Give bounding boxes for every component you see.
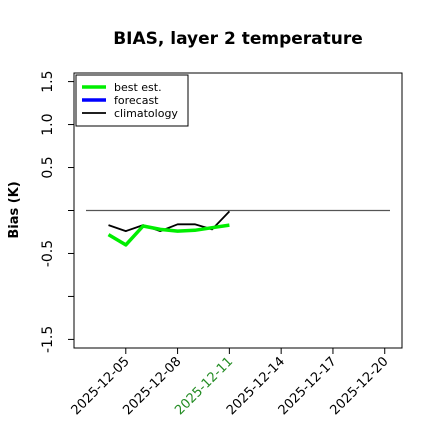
- y-tick-label: 1.0: [40, 113, 56, 135]
- x-axis: 2025-12-052025-12-082025-12-112025-12-14…: [69, 348, 392, 418]
- y-tick-label: -1.5: [40, 326, 56, 353]
- series-line-best-est: [107, 223, 230, 247]
- legend-label: best est.: [114, 81, 162, 94]
- y-tick-label: -0.5: [40, 240, 56, 267]
- legend-label: climatology: [114, 107, 178, 120]
- y-axis-label: Bias (K): [7, 181, 22, 238]
- legend-box: [75, 74, 189, 127]
- y-axis: -1.5 -0.5 0.5 1.0 1.5: [40, 70, 74, 353]
- y-tick-label: 0.5: [40, 156, 56, 178]
- series-group: [107, 210, 231, 247]
- y-tick-label: 1.5: [40, 70, 56, 92]
- chart-title: BIAS, layer 2 temperature: [113, 29, 363, 49]
- legend-label: forecast: [114, 94, 159, 107]
